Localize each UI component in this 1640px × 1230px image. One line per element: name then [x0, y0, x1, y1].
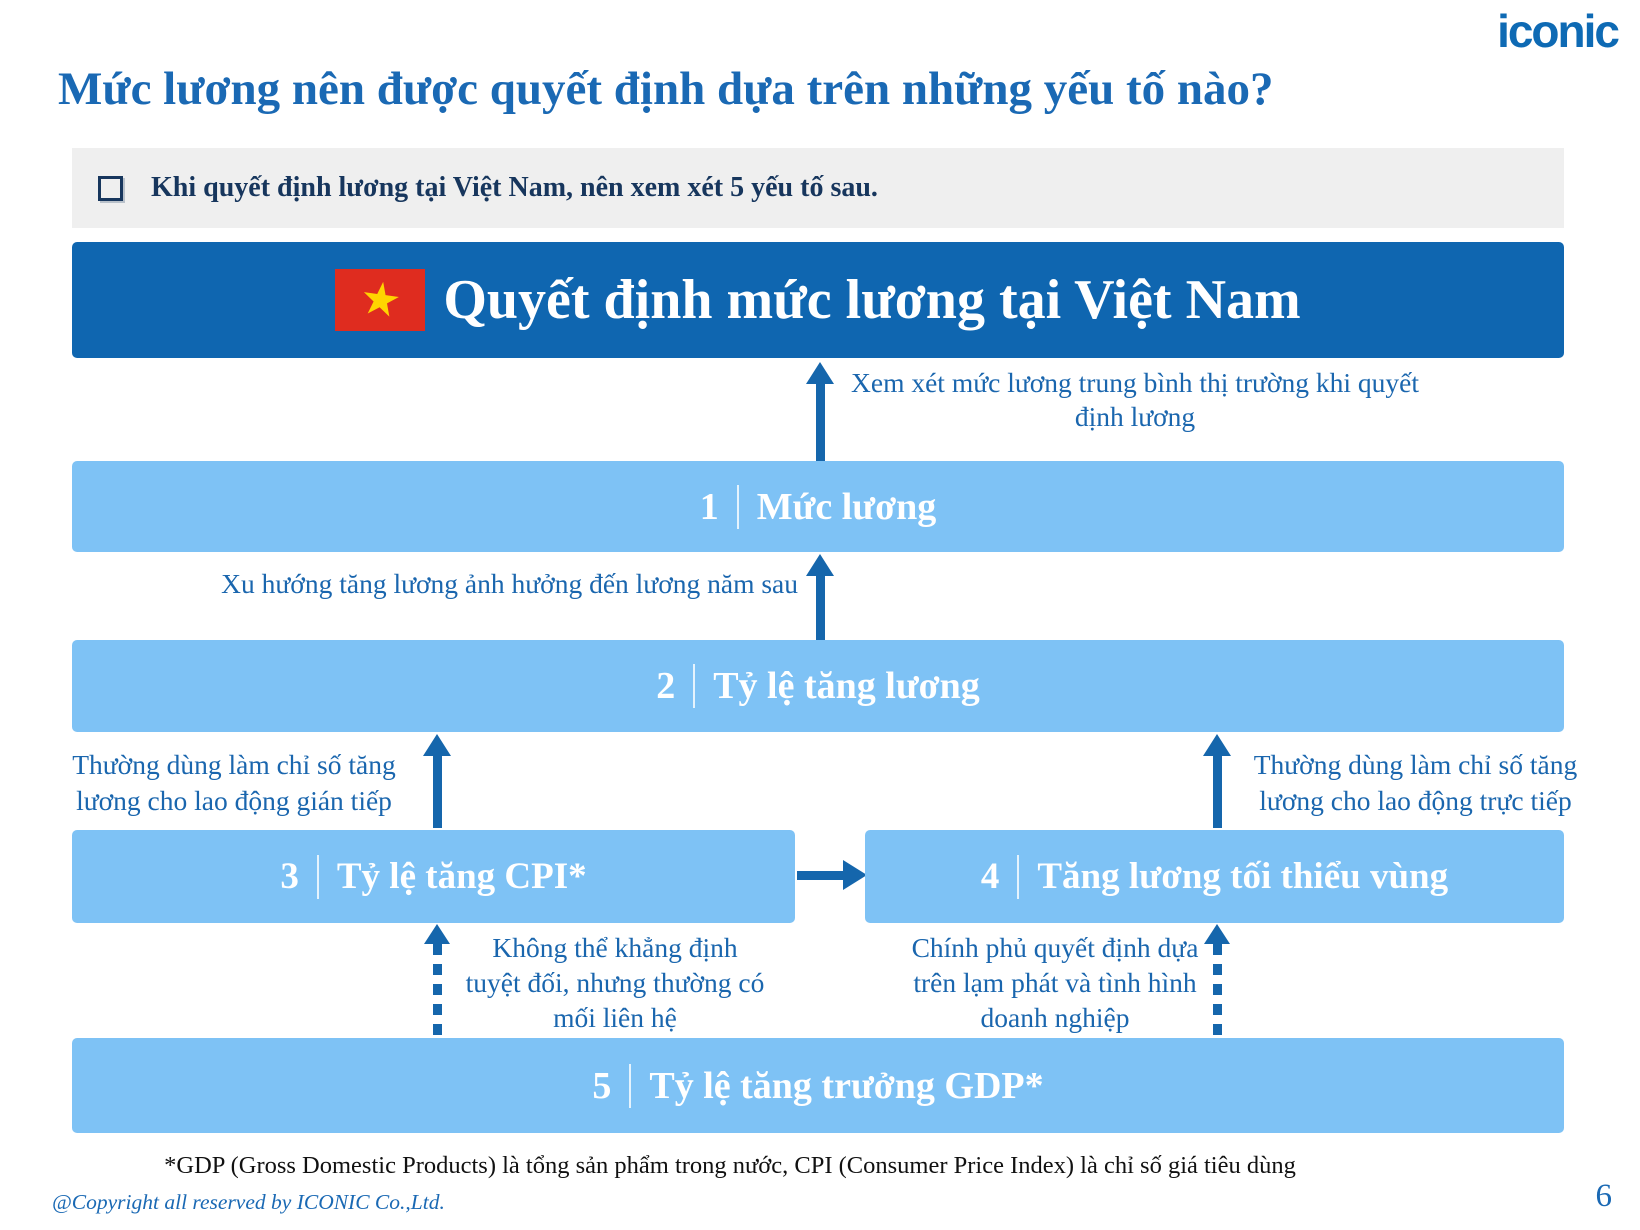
factor-bar-1: 1 Mức lương	[72, 461, 1564, 552]
arrow-stem	[432, 756, 442, 828]
arrow-head	[423, 734, 451, 756]
dotted-up-arrow-gdp-minimum-wage	[1204, 924, 1230, 1036]
arrow-stem	[1212, 756, 1222, 828]
note-text: Khi quyết định lương tại Việt Nam, nên x…	[151, 172, 878, 203]
footnote: *GDP (Gross Domestic Products) là tổng s…	[164, 1152, 1296, 1179]
up-arrow-cpi	[423, 734, 451, 828]
divider	[736, 484, 739, 529]
copyright: @Copyright all reserved by ICONIC Co.,Lt…	[52, 1190, 445, 1214]
page-number: 6	[1595, 1178, 1613, 1214]
note-bar: Khi quyết định lương tại Việt Nam, nên x…	[72, 148, 1564, 228]
factor-number: 1	[699, 485, 719, 528]
annotation-government: Chính phủ quyết định dựa trên lạm phát v…	[911, 932, 1199, 1034]
annotation-market-average: Xem xét mức lương trung bình thị trường …	[851, 367, 1419, 433]
factor-number: 2	[656, 665, 676, 707]
divider	[629, 1063, 632, 1108]
main-banner: ★ Quyết định mức lương tại Việt Nam	[72, 242, 1564, 358]
dotted-up-arrow-gdp-cpi	[424, 924, 450, 1036]
annotation-indirect-labor: Thường dùng làm chỉ số tăng lương cho la…	[72, 749, 396, 816]
factor-label: Tỷ lệ tăng trưởng GDP*	[649, 1064, 1044, 1107]
page-title: Mức lương nên được quyết định dựa trên n…	[58, 63, 1274, 115]
up-arrow-minimum-wage	[1203, 734, 1231, 828]
up-arrow-market	[806, 362, 834, 461]
annotation-cpi-link: Không thể khẳng định tuyệt đối, nhưng th…	[465, 932, 765, 1034]
arrow-head	[806, 554, 834, 576]
factor-number: 3	[280, 856, 299, 897]
divider	[316, 854, 319, 899]
arrow-head	[424, 924, 450, 944]
arrow-stem	[432, 944, 442, 1036]
arrow-stem	[1212, 944, 1222, 1036]
factor-box-4: 4 Tăng lương tối thiểu vùng	[865, 830, 1564, 923]
factor-box-3: 3 Tỷ lệ tăng CPI*	[72, 830, 795, 923]
vietnam-flag-icon: ★	[335, 269, 426, 331]
factor-label: Mức lương	[756, 485, 937, 528]
banner-title: Quyết định mức lương tại Việt Nam	[443, 269, 1301, 331]
annotation-trend: Xu hướng tăng lương ảnh hưởng đến lương …	[221, 568, 798, 599]
factor-label: Tỷ lệ tăng lương	[713, 665, 980, 707]
right-arrow-cpi-to-minimum-wage	[797, 860, 867, 890]
factor-label: Tỷ lệ tăng CPI*	[336, 856, 587, 897]
arrow-head	[806, 362, 834, 384]
iconic-logo: iconic	[1497, 5, 1620, 57]
divider	[693, 664, 696, 708]
arrow-stem	[797, 870, 843, 880]
checkbox-icon	[98, 175, 123, 201]
arrow-head	[1204, 924, 1230, 944]
factor-number: 4	[980, 856, 1000, 897]
arrow-stem	[815, 384, 825, 461]
factor-number: 5	[592, 1064, 612, 1107]
divider	[1017, 854, 1020, 899]
arrow-head	[843, 860, 867, 890]
factor-bar-5: 5 Tỷ lệ tăng trưởng GDP*	[72, 1038, 1564, 1133]
annotation-direct-labor: Thường dùng làm chỉ số tăng lương cho la…	[1253, 749, 1578, 816]
flag-star-icon: ★	[356, 271, 405, 328]
arrow-stem	[815, 576, 825, 640]
arrow-head	[1203, 734, 1231, 756]
factor-bar-2: 2 Tỷ lệ tăng lương	[72, 640, 1564, 732]
up-arrow-trend	[806, 554, 834, 640]
factor-label: Tăng lương tối thiểu vùng	[1037, 856, 1449, 897]
